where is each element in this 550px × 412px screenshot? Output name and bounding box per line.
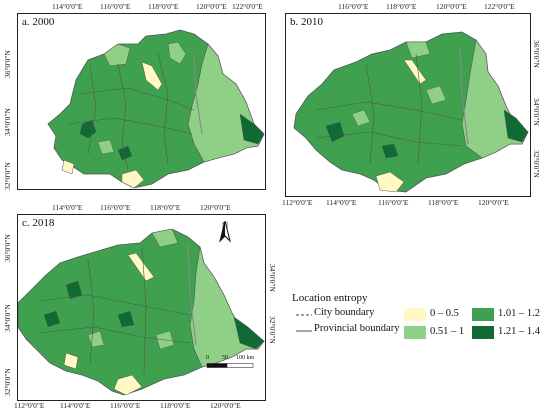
legend-class-0: 0 – 0.5 bbox=[430, 308, 459, 319]
legend-class-1: 0.51 – 1 bbox=[430, 326, 465, 337]
scale-label-100: 100 km bbox=[236, 355, 255, 361]
legend-class-2: 1.01 – 1.2 bbox=[498, 308, 540, 319]
tick-a-top-4: 122°0'0"E bbox=[232, 2, 263, 11]
tick-b-right-2: 32°0'0"N bbox=[532, 150, 541, 178]
tick-b-bottom-4: 120°0'0"E bbox=[478, 198, 509, 207]
tick-c-top-3: 120°0'0"E bbox=[200, 203, 231, 212]
tick-a-left-1: 34°0'0"N bbox=[3, 108, 12, 136]
tick-c-top-0: 114°0'0"E bbox=[52, 203, 83, 212]
city-boundary-line bbox=[296, 314, 312, 316]
scale-label-50: 50 bbox=[222, 355, 228, 361]
tick-b-top-3: 122°0'0"E bbox=[484, 2, 515, 11]
tick-a-top-1: 116°0'0"E bbox=[100, 2, 131, 11]
tick-a-left-2: 32°0'0"N bbox=[3, 162, 12, 190]
legend: Location entropy City boundary Provincia… bbox=[292, 292, 542, 352]
choropleth-map-2010 bbox=[293, 31, 529, 193]
tick-c-bottom-1: 114°0'0"E bbox=[60, 401, 91, 410]
tick-b-right-1: 34°0'0"N bbox=[532, 98, 541, 126]
north-arrow-icon bbox=[219, 221, 231, 243]
tick-c-bottom-2: 116°0'0"E bbox=[110, 401, 141, 410]
map-panel-2000: a. 2000 bbox=[17, 13, 266, 190]
tick-c-left-1: 34°0'0"N bbox=[3, 304, 12, 332]
legend-provincial-boundary: Provincial boundary bbox=[314, 323, 400, 334]
provincial-boundary-line bbox=[296, 330, 312, 332]
legend-city-boundary: City boundary bbox=[314, 307, 375, 318]
tick-c-left-2: 32°0'0"N bbox=[3, 368, 12, 396]
tick-c-bottom-3: 118°0'0"E bbox=[160, 401, 191, 410]
tick-c-bottom-4: 120°0'0"E bbox=[210, 401, 241, 410]
tick-b-top-1: 118°0'0"E bbox=[386, 2, 417, 11]
panel-label-2000: a. 2000 bbox=[22, 16, 55, 28]
scale-label-0: 0 bbox=[206, 355, 209, 361]
map-panel-2010: b. 2010 bbox=[285, 13, 531, 197]
tick-a-left-0: 36°0'0"N bbox=[3, 50, 12, 78]
tick-a-top-3: 120°0'0"E bbox=[196, 2, 227, 11]
tick-b-bottom-3: 118°0'0"E bbox=[428, 198, 459, 207]
tick-b-right-0: 36°0'0"N bbox=[532, 40, 541, 68]
tick-c-left-0: 36°0'0"N bbox=[3, 234, 12, 262]
tick-c-bottom-0: 112°0'0"E bbox=[14, 401, 45, 410]
tick-c-top-1: 116°0'0"E bbox=[100, 203, 131, 212]
tick-c-top-2: 118°0'0"E bbox=[150, 203, 181, 212]
tick-b-bottom-2: 116°0'0"E bbox=[378, 198, 409, 207]
tick-b-bottom-1: 114°0'0"E bbox=[326, 198, 357, 207]
legend-swatch-2 bbox=[472, 308, 494, 321]
legend-swatch-3 bbox=[472, 326, 494, 339]
scale-bar-graphic bbox=[206, 363, 254, 368]
panel-label-2010: b. 2010 bbox=[290, 16, 323, 28]
tick-a-top-0: 114°0'0"E bbox=[52, 2, 83, 11]
tick-a-top-2: 118°0'0"E bbox=[148, 2, 179, 11]
legend-title: Location entropy bbox=[292, 292, 368, 304]
choropleth-map-2000 bbox=[47, 29, 265, 189]
tick-b-top-2: 120°0'0"E bbox=[436, 2, 467, 11]
scale-bar: 0 50 100 km bbox=[206, 355, 256, 369]
legend-swatch-1 bbox=[404, 326, 426, 339]
tick-b-bottom-0: 112°0'0"E bbox=[282, 198, 313, 207]
north-arrow: N bbox=[218, 221, 232, 243]
tick-c-right-0: 34°0'0"N bbox=[268, 264, 277, 292]
legend-class-3: 1.21 – 1.4 bbox=[498, 326, 540, 337]
choropleth-map-2018 bbox=[18, 228, 265, 396]
legend-swatch-0 bbox=[404, 308, 426, 321]
tick-c-right-1: 32°0'0"N bbox=[268, 316, 277, 344]
panel-label-2018: c. 2018 bbox=[22, 217, 55, 229]
map-panel-2018: c. 2018 N 0 50 100 km bbox=[17, 214, 266, 401]
tick-b-top-0: 116°0'0"E bbox=[338, 2, 369, 11]
